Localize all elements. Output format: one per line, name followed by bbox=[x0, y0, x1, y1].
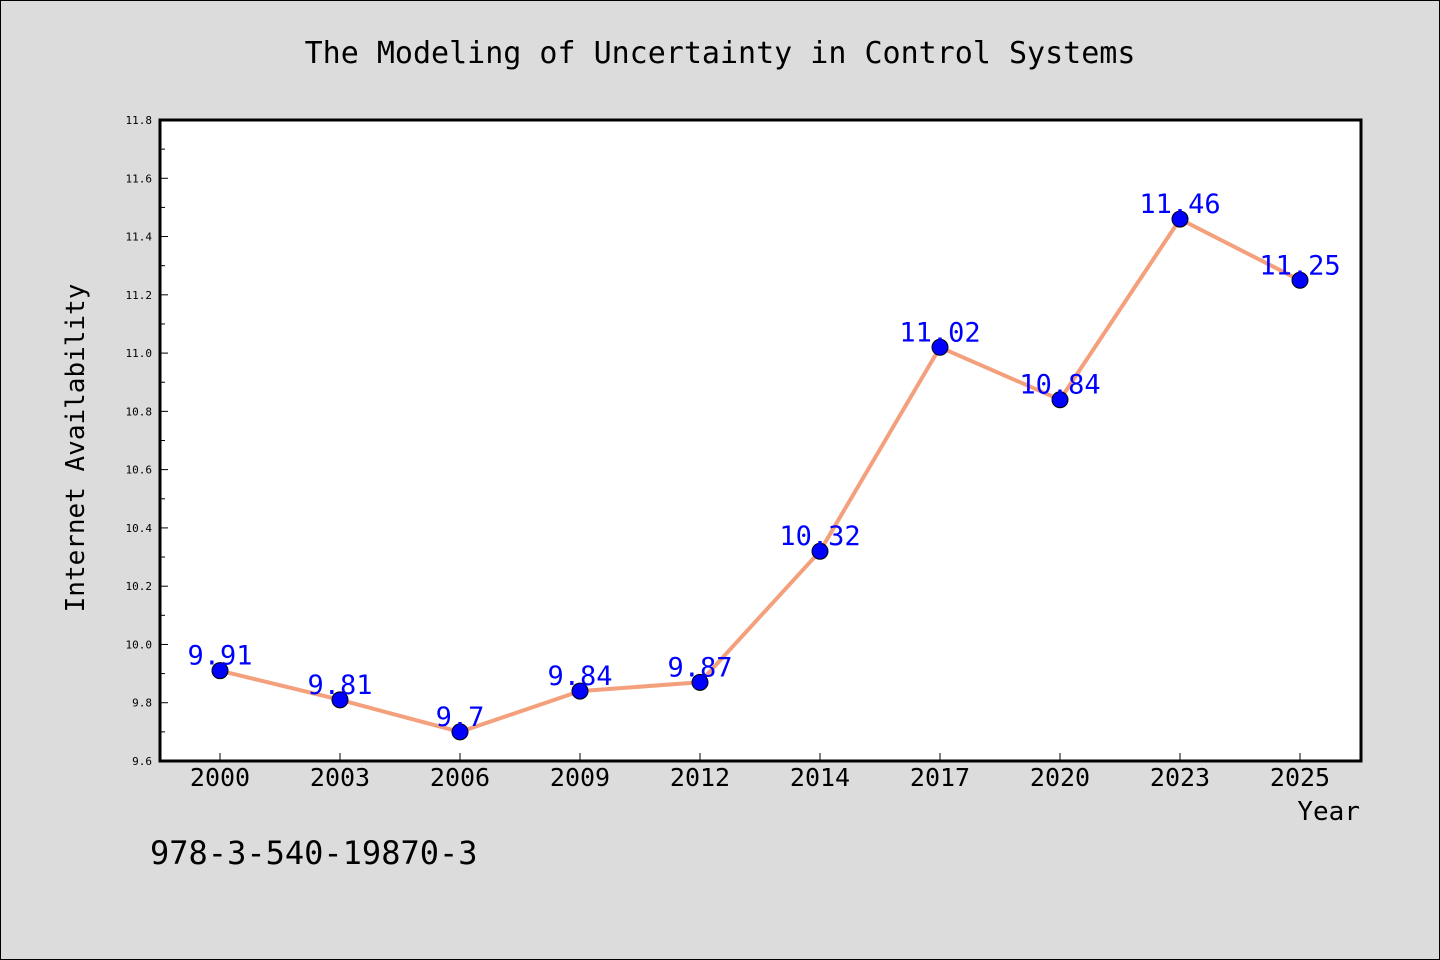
y-tick-label: 11.0 bbox=[126, 347, 153, 360]
y-tick-label: 10.8 bbox=[126, 405, 153, 418]
data-point bbox=[1291, 271, 1309, 289]
y-tick-label: 9.6 bbox=[132, 755, 152, 768]
x-axis-label: Year bbox=[1297, 797, 1360, 827]
data-label: 10.32 bbox=[779, 521, 860, 552]
x-tick-label: 2023 bbox=[1150, 763, 1210, 792]
data-label: 10.84 bbox=[1019, 370, 1100, 401]
plot-area bbox=[158, 118, 1363, 763]
x-tick-label: 2000 bbox=[190, 763, 250, 792]
y-tick-label: 10.4 bbox=[126, 522, 153, 535]
data-label: 9.91 bbox=[187, 641, 252, 672]
x-tick-label: 2017 bbox=[910, 763, 970, 792]
series-line bbox=[218, 217, 1302, 734]
x-tick-label: 2009 bbox=[550, 763, 610, 792]
data-markers bbox=[211, 210, 1309, 741]
data-label: 9.87 bbox=[667, 652, 732, 683]
data-point bbox=[571, 682, 589, 700]
data-label: 9.7 bbox=[436, 702, 485, 733]
data-labels: 9.91 9.81 9.7 9.84 9.87 10.32 11.02 10.84 11.46 1… bbox=[187, 189, 1340, 733]
y-axis-ticks: 9.6 9.8 10.0 10.2 10.4 10.6 10.8 11.0 11.2 11.4 11… bbox=[126, 114, 168, 768]
data-point bbox=[211, 662, 229, 680]
x-tick-label: 2006 bbox=[430, 763, 490, 792]
y-tick-label: 11.4 bbox=[126, 231, 153, 244]
y-tick-label: 11.8 bbox=[126, 114, 153, 127]
y-tick-label: 11.2 bbox=[126, 289, 153, 302]
y-axis-label: Internet Availability bbox=[61, 284, 91, 613]
isbn-footer: 978-3-540-19870-3 bbox=[150, 834, 478, 872]
data-point bbox=[691, 673, 709, 691]
data-label: 11.02 bbox=[899, 317, 980, 348]
data-point bbox=[931, 338, 949, 356]
x-tick-label: 2014 bbox=[790, 763, 850, 792]
data-point bbox=[331, 691, 349, 709]
data-point bbox=[811, 542, 829, 560]
y-tick-label: 10.0 bbox=[126, 638, 153, 651]
data-label: 11.46 bbox=[1139, 189, 1220, 220]
data-label: 9.81 bbox=[307, 670, 372, 701]
chart-title: The Modeling of Uncertainty in Control S… bbox=[305, 36, 1136, 71]
data-label: 9.84 bbox=[547, 661, 612, 692]
data-point bbox=[451, 723, 469, 741]
y-minor-ticks bbox=[160, 148, 165, 733]
y-tick-label: 11.6 bbox=[126, 172, 153, 185]
data-point bbox=[1051, 391, 1069, 409]
x-axis-ticks: 2000 2003 2006 2009 2012 2014 2017 2020 2023 2025 bbox=[190, 753, 1330, 792]
y-tick-label: 10.2 bbox=[126, 580, 153, 593]
x-tick-label: 2025 bbox=[1270, 763, 1330, 792]
data-point bbox=[1171, 210, 1189, 228]
x-tick-label: 2003 bbox=[310, 763, 370, 792]
y-tick-label: 9.8 bbox=[132, 697, 152, 710]
y-tick-label: 10.6 bbox=[126, 464, 153, 477]
x-tick-label: 2020 bbox=[1030, 763, 1090, 792]
x-tick-label: 2012 bbox=[670, 763, 730, 792]
data-label: 11.25 bbox=[1259, 250, 1340, 281]
